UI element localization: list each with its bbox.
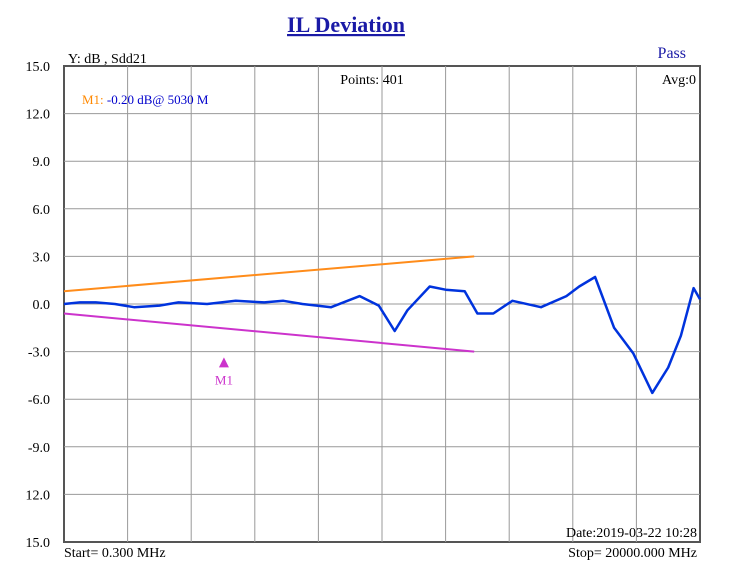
grid: [64, 66, 700, 542]
start-label: Start= 0.300 MHz: [64, 546, 166, 561]
marker-group: M1 M1: -0.20 dB@ 5030 M: [82, 92, 233, 387]
y-tick-label: 12.0: [26, 108, 51, 123]
y-tick-labels: 15.0 12.0 9.0 6.0 3.0 0.0 -3.0 -6.0 -9.0 12.0 15.0: [26, 60, 51, 551]
marker-triangle: [218, 357, 229, 368]
y-tick-label: 9.0: [33, 155, 51, 170]
series-line-0: [63, 255, 475, 293]
chart-title: IL Deviation: [287, 12, 405, 37]
y-axis-label: Y: dB , Sdd21: [68, 52, 147, 67]
avg-label: Avg:0: [662, 73, 696, 88]
series-group: [63, 255, 702, 395]
series-line-2: [63, 275, 702, 395]
y-tick-label: 3.0: [33, 250, 51, 265]
y-tick-label: 6.0: [33, 203, 51, 218]
marker-label: M1: [215, 372, 233, 387]
y-tick-label: -3.0: [28, 346, 50, 361]
status-label: Pass: [658, 45, 686, 62]
y-tick-label: 15.0: [26, 60, 51, 75]
marker-readout: M1: -0.20 dB@ 5030 M: [82, 92, 209, 107]
y-tick-label: 15.0: [26, 536, 51, 551]
y-tick-label: 0.0: [33, 298, 51, 313]
date-label: Date:2019-03-22 10:28: [566, 526, 697, 541]
y-tick-label: -9.0: [28, 441, 50, 456]
y-tick-label: 12.0: [26, 488, 51, 503]
points-label: Points: 401: [340, 73, 403, 88]
stop-label: Stop= 20000.000 MHz: [568, 546, 697, 561]
y-tick-label: -6.0: [28, 393, 50, 408]
series-line-1: [63, 312, 475, 353]
